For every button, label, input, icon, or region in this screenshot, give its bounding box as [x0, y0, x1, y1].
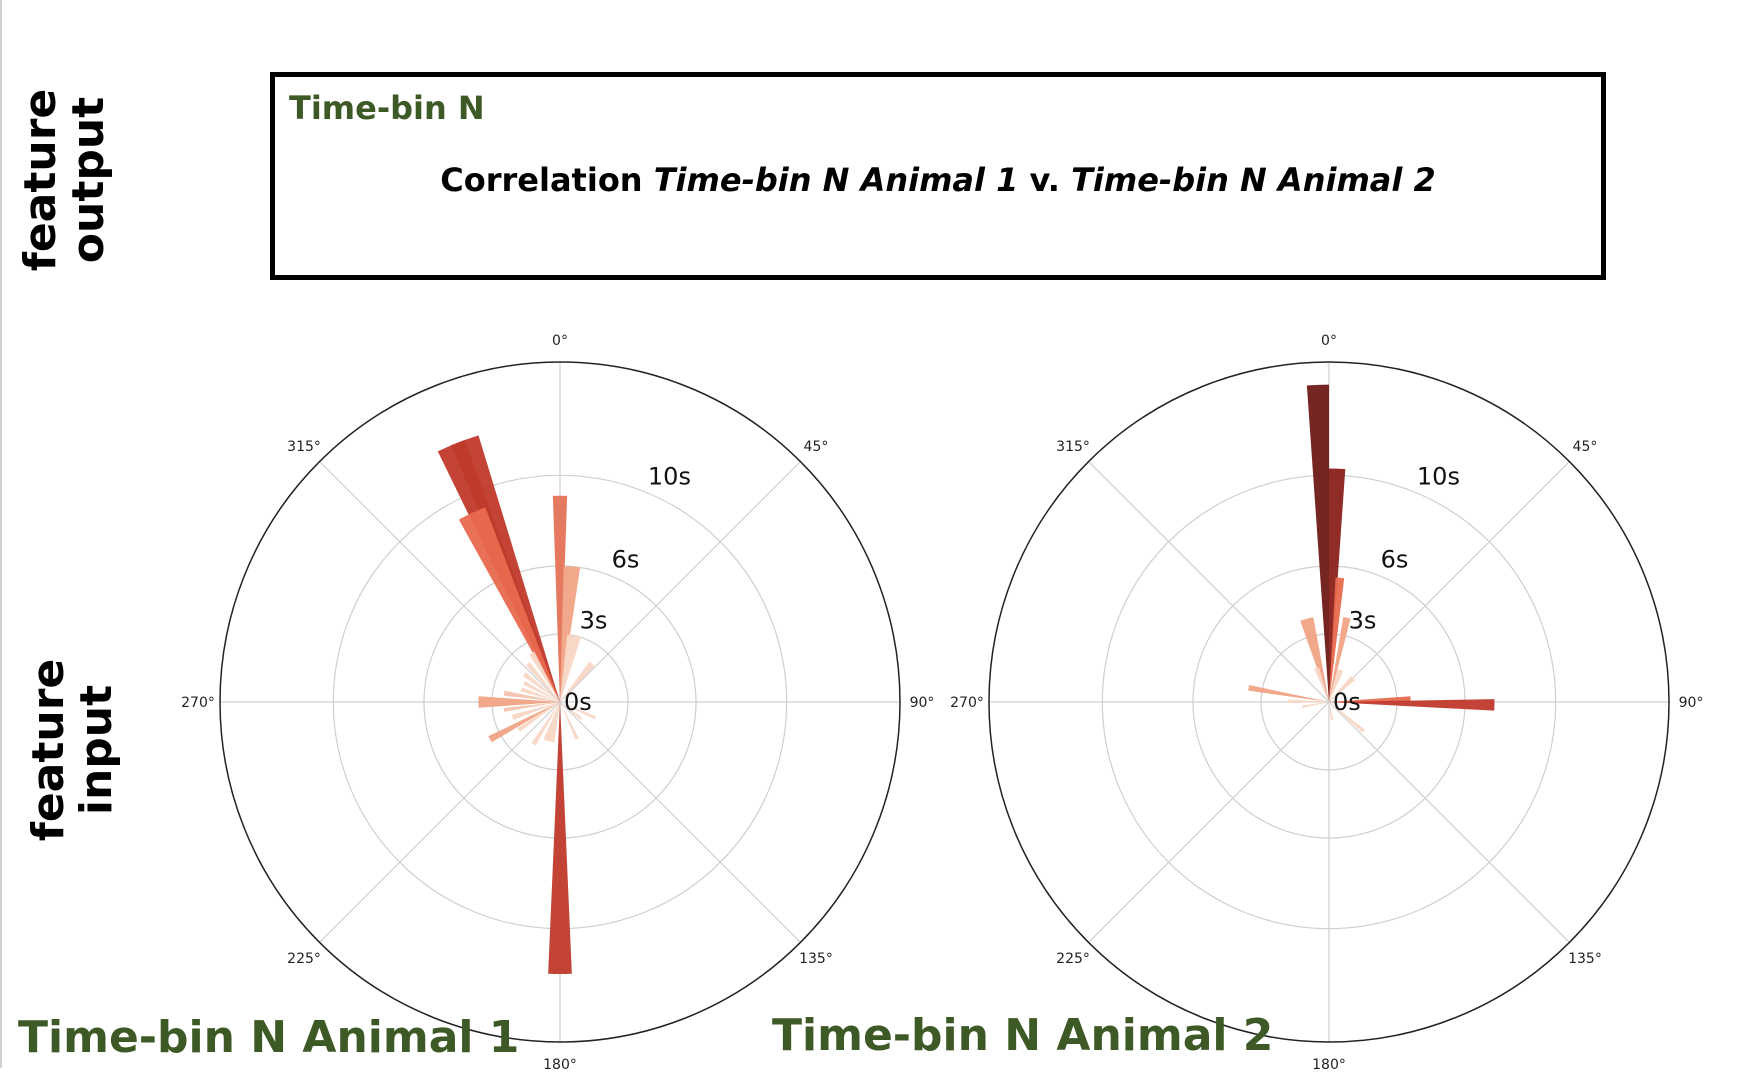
theta-tick-label: 270°: [950, 695, 984, 711]
correlation-middle: v.: [1018, 161, 1072, 199]
polar-bar: [1248, 685, 1329, 702]
polar-bar: [503, 690, 560, 702]
theta-tick-label: 45°: [804, 439, 829, 455]
polar-frame: [219, 361, 901, 1043]
feature-output-line-2: output: [63, 96, 114, 264]
feature-input-label: feature input: [23, 655, 125, 845]
theta-tick-label: 0°: [552, 333, 568, 349]
polar-bar: [522, 672, 560, 702]
angular-grid-line: [319, 701, 561, 943]
polar-chart-animal-1: 0° 45° 90° 135° 180° 225° 270° 315° 0s 3s 6s 10s: [181, 333, 935, 1073]
theta-tick-label: 45°: [1573, 439, 1598, 455]
radial-tick-label: 6s: [612, 546, 640, 574]
theta-tick-label: 315°: [1056, 439, 1090, 455]
polar-bar: [525, 662, 560, 702]
angular-grid-line: [1328, 461, 1570, 703]
polar-bar: [1329, 675, 1356, 702]
theta-tick-label: 180°: [1312, 1057, 1346, 1073]
polar-bar: [478, 702, 560, 708]
theta-tick-label: 225°: [287, 951, 321, 967]
radial-tick-label: 0s: [564, 688, 592, 716]
theta-tick-label: 135°: [799, 951, 833, 967]
radial-tick-label: 0s: [1333, 688, 1361, 716]
theta-tick-label: 135°: [1568, 951, 1602, 967]
angular-grid-line: [1328, 701, 1570, 943]
polar-bar: [520, 687, 560, 702]
theta-tick-label: 0°: [1321, 333, 1337, 349]
angular-grid-line: [559, 701, 801, 943]
angular-grid-line: [319, 461, 561, 703]
radial-tick-label: 10s: [648, 462, 691, 490]
polar-bar: [517, 702, 560, 732]
polar-bar: [1329, 617, 1351, 702]
polar-bar: [531, 702, 560, 746]
polar-bar: [548, 702, 560, 743]
polar-bar: [560, 702, 596, 720]
theta-tick-label: 225°: [1056, 951, 1090, 967]
radial-tick-label: 3s: [580, 607, 608, 635]
polar-bar: [1329, 702, 1334, 721]
theta-tick-label: 315°: [287, 439, 321, 455]
polar-bar: [1314, 667, 1329, 702]
polar-chart-animal-2: 0° 45° 90° 135° 180° 225° 270° 315° 0s 3s 6s 10s: [950, 333, 1704, 1073]
polar-bar: [560, 661, 595, 702]
polar-bar: [1329, 696, 1411, 702]
polar-bar: [560, 634, 582, 702]
radial-tick-label: 10s: [1417, 462, 1460, 490]
polar-bar: [560, 702, 579, 740]
polar-bar: [552, 495, 568, 702]
radial-tick-label: 6s: [1381, 546, 1409, 574]
angular-grid-line: [559, 461, 801, 703]
theta-tick-label: 90°: [910, 695, 935, 711]
polar-bar: [1329, 669, 1344, 702]
polar-bar: [1302, 702, 1329, 708]
theta-tick-label: 90°: [1679, 695, 1704, 711]
polar-bar: [1329, 577, 1345, 702]
theta-tick-label: 270°: [181, 695, 215, 711]
theta-tick-label: 180°: [543, 1057, 577, 1073]
polar-bar: [1306, 384, 1329, 702]
polar-bar: [529, 651, 560, 702]
correlation-prefix: Correlation: [440, 161, 654, 199]
angular-grid-line: [1088, 461, 1330, 703]
correlation-animal-1: Time-bin N Animal 1: [653, 161, 1019, 199]
polar-bar: [548, 702, 572, 974]
feature-input-line-1: feature: [23, 658, 74, 842]
animal-1-label: Time-bin N Animal 1: [18, 1012, 520, 1063]
polar-bar: [543, 702, 560, 742]
feature-input-line-2: input: [71, 684, 122, 816]
angular-grid-line: [1088, 701, 1330, 943]
polar-bar: [478, 696, 560, 702]
output-box: Time-bin N Correlation Time-bin N Animal…: [270, 72, 1606, 280]
feature-output-line-1: feature: [15, 88, 66, 272]
correlation-text: Correlation Time-bin N Animal 1 v. Time-…: [275, 161, 1601, 199]
feature-output-label: feature output: [15, 85, 117, 275]
correlation-animal-2: Time-bin N Animal 2: [1071, 161, 1436, 199]
polar-bar: [488, 702, 560, 743]
polar-bar: [511, 702, 560, 720]
polar-bar: [503, 702, 560, 712]
polar-frame: [988, 361, 1670, 1043]
radial-tick-label: 3s: [1349, 607, 1377, 635]
left-edge-line: [0, 0, 2, 1068]
polar-bar: [1329, 702, 1365, 733]
polar-bar: [1329, 699, 1495, 711]
animal-2-label: Time-bin N Animal 2: [772, 1010, 1274, 1061]
polar-bar: [523, 680, 560, 702]
box-time-bin-label: Time-bin N: [289, 89, 485, 127]
polar-bar: [1288, 699, 1329, 704]
polar-bar: [560, 702, 583, 720]
